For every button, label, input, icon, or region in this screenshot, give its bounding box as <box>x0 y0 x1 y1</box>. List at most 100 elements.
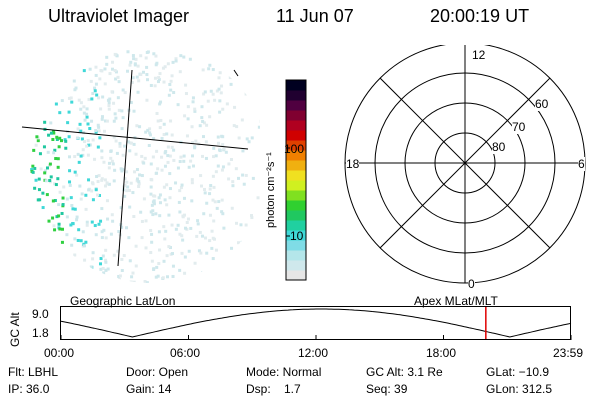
emission-pixel <box>170 133 174 137</box>
emission-pixel <box>67 96 71 100</box>
emission-pixel <box>132 109 136 113</box>
emission-pixel <box>102 129 106 133</box>
emission-pixel <box>158 72 162 76</box>
emission-pixel <box>212 155 216 159</box>
emission-pixel <box>168 246 172 250</box>
emission-pixel <box>120 109 124 113</box>
emission-pixel <box>76 127 80 131</box>
emission-pixel <box>100 149 104 153</box>
emission-pixel <box>214 154 218 158</box>
emission-pixel <box>185 134 189 138</box>
colorbar-cell <box>286 260 306 271</box>
emission-pixel <box>69 223 73 227</box>
emission-pixel <box>171 264 175 268</box>
emission-pixel <box>137 185 141 189</box>
emission-pixel <box>82 69 86 73</box>
emission-pixel <box>108 72 112 76</box>
emission-pixel <box>196 219 200 223</box>
emission-pixel <box>102 228 106 232</box>
emission-pixel <box>145 98 149 102</box>
emission-pixel <box>43 169 47 173</box>
emission-pixel <box>125 226 129 230</box>
emission-pixel <box>97 129 101 133</box>
altitude-timeline <box>60 306 572 340</box>
emission-pixel <box>164 229 168 233</box>
emission-pixel <box>125 189 129 193</box>
emission-pixel <box>178 268 182 272</box>
emission-pixel <box>94 188 98 192</box>
emission-pixel <box>93 224 97 228</box>
instrument-title: Ultraviolet Imager <box>48 6 190 26</box>
emission-pixel <box>135 179 139 183</box>
emission-pixel <box>83 140 87 144</box>
emission-pixel <box>213 200 217 204</box>
emission-pixel <box>88 143 92 147</box>
emission-pixel <box>58 227 62 231</box>
emission-pixel <box>138 173 142 177</box>
footer-door: Door: Open <box>126 365 189 379</box>
emission-pixel <box>128 149 132 153</box>
emission-pixel <box>203 191 207 195</box>
emission-pixel <box>206 99 210 103</box>
emission-pixel <box>51 137 55 141</box>
emission-pixel <box>57 145 61 149</box>
emission-pixel <box>132 142 136 146</box>
emission-pixel <box>149 228 153 232</box>
emission-pixel <box>49 131 53 135</box>
emission-pixel <box>103 119 107 123</box>
emission-pixel <box>158 193 162 197</box>
emission-pixel <box>120 127 124 131</box>
emission-pixel <box>216 141 220 145</box>
emission-pixel <box>179 155 183 159</box>
emission-pixel <box>115 151 119 155</box>
emission-pixel <box>68 155 72 159</box>
emission-pixel <box>178 189 182 193</box>
emission-pixel <box>58 111 62 115</box>
emission-pixel <box>98 193 102 197</box>
emission-pixel <box>130 275 134 279</box>
emission-pixel <box>123 144 127 148</box>
emission-pixel <box>87 188 91 192</box>
emission-pixel <box>97 96 101 100</box>
emission-pixel <box>240 240 244 244</box>
emission-pixel <box>71 207 75 211</box>
emission-pixel <box>152 267 156 271</box>
emission-pixel <box>137 180 141 184</box>
emission-pixel <box>122 254 126 258</box>
emission-pixel <box>111 162 115 166</box>
emission-pixel <box>86 122 90 126</box>
emission-pixel <box>156 167 160 171</box>
emission-pixel <box>191 164 195 168</box>
emission-pixel <box>157 76 161 80</box>
colorbar-cell <box>286 180 306 191</box>
emission-pixel <box>222 226 226 230</box>
emission-pixel <box>55 215 59 219</box>
emission-pixel <box>162 122 166 126</box>
emission-pixel <box>193 145 197 149</box>
emission-pixel <box>154 63 158 67</box>
emission-pixel <box>211 92 215 96</box>
emission-pixel <box>120 257 124 261</box>
emission-pixel <box>200 105 204 109</box>
emission-pixel <box>189 226 193 230</box>
emission-pixel <box>221 107 225 111</box>
emission-pixel <box>36 198 40 202</box>
emission-pixel <box>139 54 143 58</box>
emission-pixel <box>195 234 199 238</box>
emission-pixel <box>140 219 144 223</box>
timeline-axis-label: GC Alt <box>8 312 22 347</box>
emission-pixel <box>158 102 162 106</box>
emission-pixel <box>214 248 218 252</box>
emission-pixel <box>209 89 213 93</box>
footer-dsp: Dsp: 1.7 <box>246 382 301 396</box>
emission-pixel <box>165 183 169 187</box>
emission-pixel <box>244 92 248 96</box>
emission-pixel <box>113 52 117 56</box>
emission-pixel <box>136 90 140 94</box>
emission-pixel <box>35 135 39 139</box>
emission-pixel <box>129 280 133 283</box>
colorbar-cell <box>286 270 306 281</box>
emission-pixel <box>97 222 101 226</box>
emission-pixel <box>73 237 77 241</box>
emission-pixel <box>52 224 56 228</box>
